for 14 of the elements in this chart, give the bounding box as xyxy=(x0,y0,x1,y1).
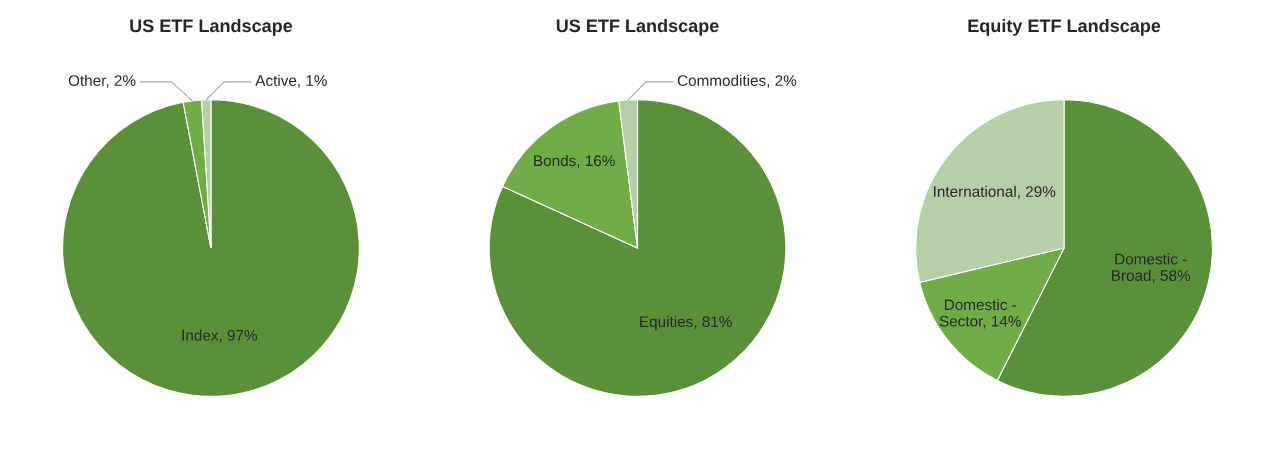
slice-label: Index, 97% xyxy=(182,329,258,343)
slice-label: Active, 1% xyxy=(255,74,327,88)
chart-title: Equity ETF Landscape xyxy=(968,18,1161,36)
slice-label: Commodities, 2% xyxy=(677,74,797,88)
slice-label: Bonds, 16% xyxy=(534,154,615,168)
slice-label: Other, 2% xyxy=(68,74,136,88)
pie-slice xyxy=(488,99,787,397)
slice-label: International, 29% xyxy=(934,185,1056,199)
pie-slice xyxy=(62,99,360,397)
chart-title: US ETF Landscape xyxy=(130,18,293,36)
slice-label: Domestic - Broad, 58% xyxy=(1111,253,1191,283)
slice-label: Equities, 81% xyxy=(640,315,732,331)
slice-label: Domestic - Sector, 14% xyxy=(939,298,1021,329)
chart-title: US ETF Landscape xyxy=(556,18,719,36)
